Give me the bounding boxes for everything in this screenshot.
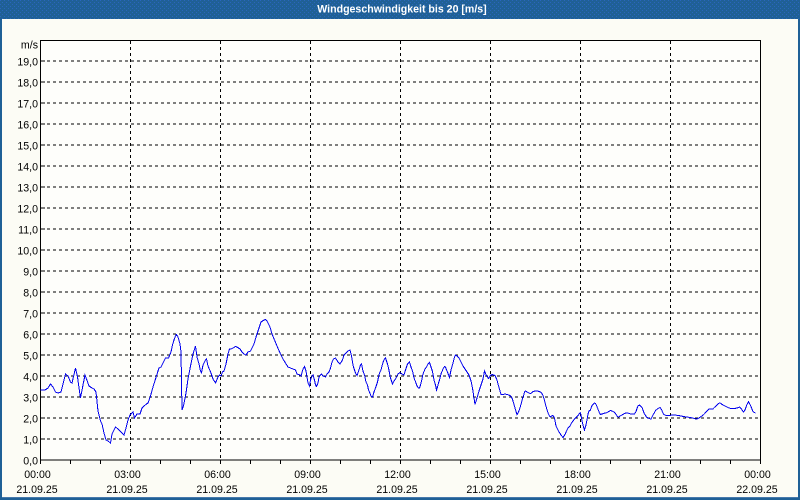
svg-text:12:00: 12:00 <box>384 469 411 481</box>
svg-text:8,0: 8,0 <box>23 288 38 300</box>
svg-text:12,0: 12,0 <box>17 204 38 216</box>
svg-text:06:00: 06:00 <box>204 469 231 481</box>
svg-text:21.09.25: 21.09.25 <box>466 484 507 496</box>
svg-text:21.09.25: 21.09.25 <box>376 484 417 496</box>
svg-text:4,0: 4,0 <box>23 372 38 384</box>
svg-text:00:00: 00:00 <box>24 469 51 481</box>
svg-text:2,0: 2,0 <box>23 414 38 426</box>
svg-text:15,0: 15,0 <box>17 141 38 153</box>
svg-text:13,0: 13,0 <box>17 183 38 195</box>
svg-text:22.09.25: 22.09.25 <box>736 484 777 496</box>
svg-text:1,0: 1,0 <box>23 435 38 447</box>
svg-text:m/s: m/s <box>21 40 38 52</box>
svg-text:0,0: 0,0 <box>23 456 38 468</box>
svg-text:09:00: 09:00 <box>294 469 321 481</box>
svg-text:Windgeschwindigkeit bis 20 [m/: Windgeschwindigkeit bis 20 [m/s] <box>317 4 486 16</box>
svg-text:21.09.25: 21.09.25 <box>286 484 327 496</box>
svg-text:03:00: 03:00 <box>114 469 141 481</box>
svg-text:21.09.25: 21.09.25 <box>196 484 237 496</box>
svg-text:10,0: 10,0 <box>17 246 38 258</box>
svg-text:5,0: 5,0 <box>23 351 38 363</box>
svg-text:6,0: 6,0 <box>23 330 38 342</box>
svg-text:21.09.25: 21.09.25 <box>106 484 147 496</box>
svg-text:19,0: 19,0 <box>17 57 38 69</box>
svg-text:3,0: 3,0 <box>23 393 38 405</box>
svg-text:16,0: 16,0 <box>17 120 38 132</box>
svg-text:00:00: 00:00 <box>744 469 771 481</box>
svg-text:21.09.25: 21.09.25 <box>556 484 597 496</box>
svg-text:21.09.25: 21.09.25 <box>16 484 57 496</box>
svg-text:11,0: 11,0 <box>18 225 38 237</box>
svg-text:9,0: 9,0 <box>23 267 38 279</box>
svg-text:14,0: 14,0 <box>17 162 38 174</box>
svg-text:7,0: 7,0 <box>23 309 38 321</box>
svg-text:15:00: 15:00 <box>474 469 501 481</box>
svg-text:21.09.25: 21.09.25 <box>646 484 687 496</box>
svg-text:18,0: 18,0 <box>17 78 38 90</box>
svg-text:18:00: 18:00 <box>564 469 591 481</box>
svg-text:21:00: 21:00 <box>654 469 681 481</box>
svg-text:17,0: 17,0 <box>17 99 38 111</box>
